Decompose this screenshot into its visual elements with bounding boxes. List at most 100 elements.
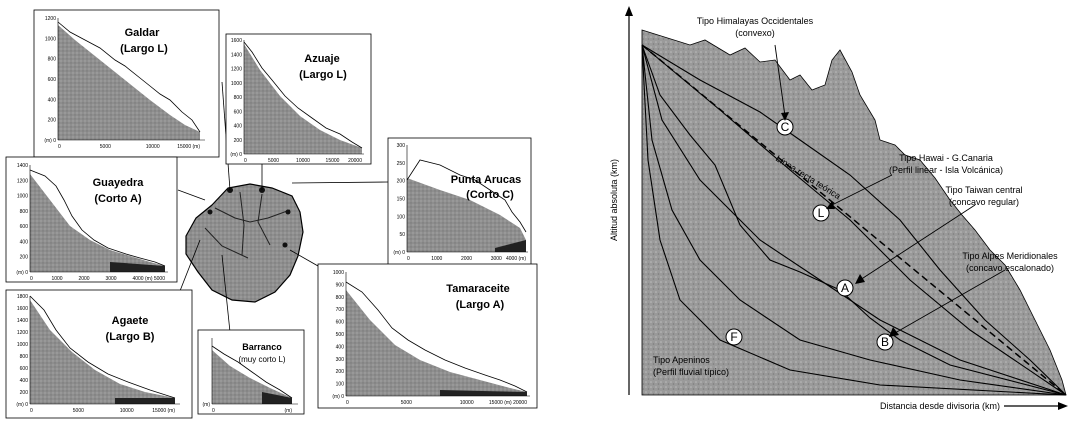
- left-figure: Galdar (Largo L) Azuaje (Largo L) Punta …: [5, 9, 538, 419]
- ytick-tamaraceite-1: 900: [336, 282, 345, 288]
- xtick-tamaraceite-3: 15000 (m) 20000: [489, 400, 527, 406]
- ytick-agaete-1: 1600: [17, 306, 28, 312]
- panel-agaete-title-1: Agaete: [112, 315, 149, 327]
- ytick-agaete-5: 800: [20, 354, 29, 360]
- x-axis-arrow-icon: [1058, 402, 1068, 410]
- xtick-guayedra-2: 2000: [78, 276, 89, 282]
- ytick-galdar-3: 600: [48, 77, 57, 83]
- y-axis-arrow-icon: [625, 6, 633, 16]
- panel-barranco-title-2: (muy corto L): [238, 355, 285, 364]
- ytick-azuaje-7: 200: [234, 138, 243, 144]
- annotation-apeninos-line2: (Perfil fluvial típico): [653, 367, 729, 377]
- annotation-alpes: Tipo Alpes Meridionales (concavo escalon…: [962, 251, 1058, 273]
- ytick-azuaje-2: 1200: [231, 67, 242, 73]
- xtick-punta-2: 2000: [461, 256, 472, 262]
- ytick-punta-3: 150: [397, 197, 406, 203]
- xtick-galdar-0: 0: [58, 144, 61, 150]
- panel-azuaje-title-1: Azuaje: [304, 53, 339, 65]
- ytick-tamaraceite-10: (m) 0: [332, 394, 344, 400]
- xtick-guayedra-4: 4000: [132, 276, 143, 282]
- xtick-azuaje-0: 0: [244, 158, 247, 164]
- ytick-agaete-8: 200: [20, 390, 29, 396]
- annotation-hawai-line1: Tipo Hawai - G.Canaria: [899, 153, 993, 163]
- annotation-himalayas: Tipo Himalayas Occidentales (convexo): [697, 16, 814, 38]
- xtick-galdar-3: 15000 (m): [177, 144, 200, 150]
- ytick-guayedra-4: 600: [20, 224, 29, 230]
- ytick-tamaraceite-0: 1000: [333, 270, 344, 276]
- ytick-tamaraceite-5: 500: [336, 332, 345, 338]
- ytick-punta-0: 300: [397, 143, 406, 149]
- xtick-agaete-3: 15000 (m): [152, 408, 175, 414]
- xtick-tamaraceite-2: 10000: [460, 400, 474, 406]
- xtick-punta-4: 4000 (m): [506, 256, 526, 262]
- ytick-agaete-6: 600: [20, 366, 29, 372]
- marker-c-label: C: [781, 120, 790, 134]
- marker-b-label: B: [881, 335, 889, 349]
- panel-punta-arucas: Punta Arucas (Corto C): [387, 137, 532, 267]
- annotation-taiwan-line2: (concavo regular): [949, 197, 1019, 207]
- annotation-alpes-line2: (concavo escalonado): [966, 263, 1054, 273]
- panel-azuaje: Azuaje (Largo L): [225, 33, 372, 165]
- annotation-himalayas-line2: (convexo): [735, 28, 775, 38]
- ytick-barranco-7: (m): [203, 402, 211, 408]
- panel-galdar-title-1: Galdar: [125, 27, 161, 39]
- ytick-punta-1: 250: [397, 161, 406, 167]
- marker-f-label: F: [730, 330, 737, 344]
- ytick-azuaje-6: 400: [234, 124, 243, 130]
- annotation-himalayas-line1: Tipo Himalayas Occidentales: [697, 16, 814, 26]
- xtick-tamaraceite-1: 5000: [401, 400, 412, 406]
- ytick-tamaraceite-7: 300: [336, 357, 345, 363]
- curve-apeninos: [641, 44, 1067, 396]
- ytick-agaete-3: 1200: [17, 330, 28, 336]
- panel-galdar-title-2: (Largo L): [120, 43, 168, 55]
- panel-agaete-title-2: (Largo B): [106, 331, 155, 343]
- island-map: [177, 81, 389, 333]
- panel-guayedra-title-2: (Corto A): [94, 193, 142, 205]
- x-axis-label: Distancia desde divisoria (km): [880, 401, 1000, 411]
- ytick-azuaje-5: 600: [234, 109, 243, 115]
- panel-barranco: Barranco (muy corto L): [197, 329, 305, 415]
- ytick-tamaraceite-8: 200: [336, 369, 345, 375]
- ytick-azuaje-0: 1600: [231, 38, 242, 44]
- marker-l: L: [812, 204, 830, 222]
- ytick-galdar-0: 1200: [45, 16, 56, 22]
- panel-agaete: Agaete (Largo B): [5, 289, 193, 419]
- xtick-guayedra-3: 3000: [105, 276, 116, 282]
- xtick-punta-0: 0: [407, 256, 410, 262]
- ytick-agaete-7: 400: [20, 378, 29, 384]
- ytick-agaete-9: (m) 0: [16, 402, 28, 408]
- ytick-tamaraceite-4: 600: [336, 320, 345, 326]
- ytick-guayedra-7: (m) 0: [16, 270, 28, 276]
- annotation-apeninos: Tipo Apeninos (Perfil fluvial típico): [653, 355, 729, 377]
- xtick-agaete-0: 0: [30, 408, 33, 414]
- annotation-arrowheads: [781, 112, 899, 337]
- marker-b: B: [876, 333, 894, 351]
- profile-curves: [641, 44, 1067, 396]
- ytick-punta-6: (m) 0: [393, 250, 405, 256]
- curve-escalonado: [641, 44, 1067, 396]
- ytick-galdar-5: 200: [48, 118, 57, 124]
- marker-c: C: [776, 118, 794, 136]
- ytick-guayedra-1: 1200: [17, 178, 28, 184]
- ytick-galdar-4: 400: [48, 97, 57, 103]
- annotation-arrows: [774, 44, 1006, 334]
- ytick-agaete-2: 1400: [17, 318, 28, 324]
- ytick-azuaje-3: 1000: [231, 81, 242, 87]
- ytick-azuaje-4: 800: [234, 95, 243, 101]
- xtick-punta-3: 3000: [491, 256, 502, 262]
- xtick-guayedra-1: 1000: [51, 276, 62, 282]
- ytick-tamaraceite-3: 700: [336, 307, 345, 313]
- xtick-agaete-1: 5000: [73, 408, 84, 414]
- ytick-tamaraceite-9: 100: [336, 382, 345, 388]
- annotation-taiwan-line1: Tipo Taiwan central: [945, 185, 1022, 195]
- ytick-guayedra-0: 1400: [17, 163, 28, 169]
- mountain-silhouette: [641, 29, 1067, 396]
- xtick-tamaraceite-0: 0: [346, 400, 349, 406]
- annotation-hawai: Tipo Hawai - G.Canaria (Perfil linear - …: [889, 153, 1003, 175]
- ytick-guayedra-2: 1000: [17, 194, 28, 200]
- xtick-galdar-1: 5000: [100, 144, 111, 150]
- annotation-alpes-line1: Tipo Alpes Meridionales: [962, 251, 1058, 261]
- ytick-punta-2: 200: [397, 179, 406, 185]
